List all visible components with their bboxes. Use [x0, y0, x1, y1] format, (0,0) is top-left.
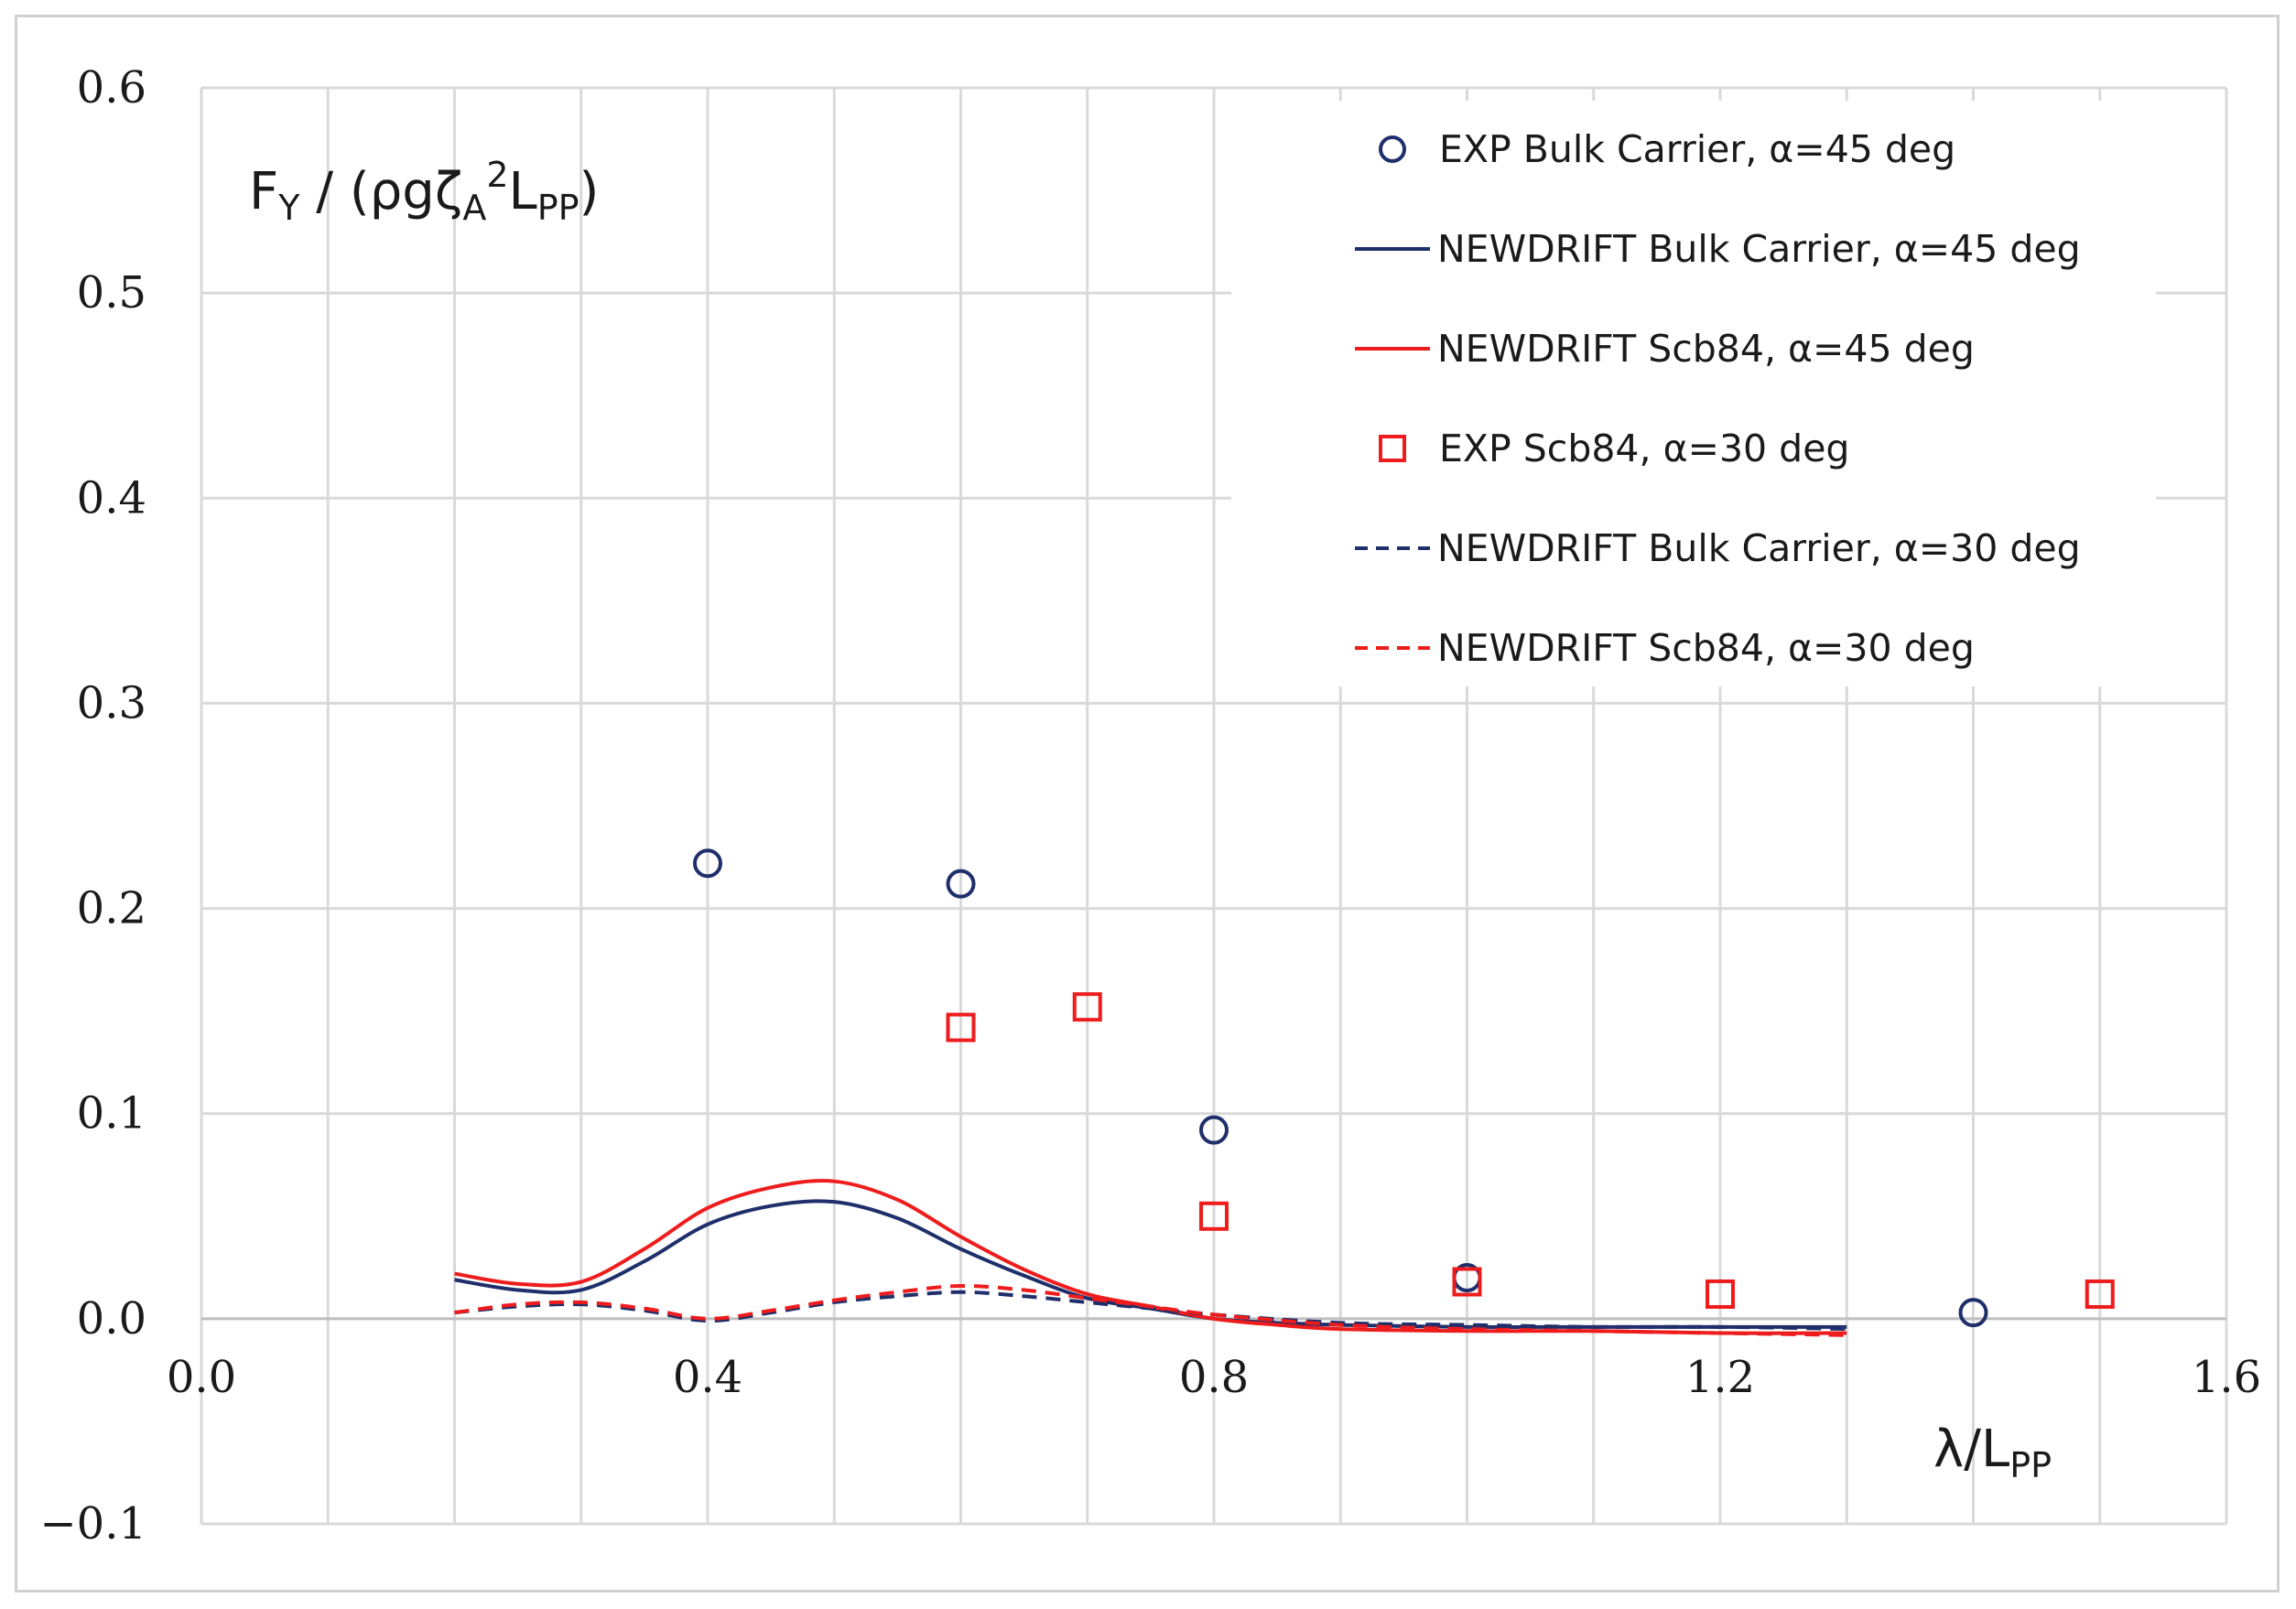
legend-label: NEWDRIFT Scb84, α=30 deg	[1437, 626, 1975, 670]
series-line	[454, 1290, 1847, 1332]
tick-labels: 0.6 0.5 0.4 0.3 0.2 0.1 0.0 −0.1 0.0 0.4 0.8 1.2 1.6	[39, 62, 2261, 1550]
legend-square-marker	[1379, 435, 1406, 462]
y-title-sub2: A	[462, 188, 486, 228]
y-tick-label: 0.3	[77, 677, 146, 729]
y-title-sup: 2	[486, 155, 508, 195]
legend-box	[1231, 101, 2156, 686]
x-tick-label: 1.2	[1685, 1352, 1755, 1403]
series-layer	[454, 848, 2115, 1337]
series-4	[454, 1290, 1847, 1332]
data-point-circle	[693, 848, 722, 879]
y-title-close: )	[579, 162, 600, 221]
y-title-sub: Y	[277, 188, 300, 228]
x-tick-label: 0.8	[1179, 1352, 1249, 1403]
series-3	[946, 992, 2115, 1309]
legend-entry: EXP Scb84, α=30 deg	[1379, 427, 1849, 470]
y-title-sub3: PP	[537, 188, 579, 228]
data-point-square	[946, 1012, 976, 1042]
legend-entry: NEWDRIFT Scb84, α=45 deg	[1355, 327, 1975, 371]
y-title-rest: / (ρgζ	[299, 162, 462, 221]
legend-entry: NEWDRIFT Bulk Carrier, α=30 deg	[1355, 526, 2081, 570]
data-point-square	[1452, 1267, 1482, 1297]
legend-label: NEWDRIFT Bulk Carrier, α=30 deg	[1437, 526, 2081, 570]
legend: EXP Bulk Carrier, α=45 deg NEWDRIFT Bulk …	[1355, 127, 2081, 670]
series-line	[454, 1283, 1847, 1337]
y-title-main: F	[249, 162, 278, 221]
legend-entry: NEWDRIFT Scb84, α=30 deg	[1355, 626, 1975, 670]
series-line	[454, 1179, 1847, 1335]
data-point-square	[1199, 1201, 1229, 1231]
legend-entry: EXP Bulk Carrier, α=45 deg	[1379, 127, 1955, 171]
x-title-sub: PP	[2009, 1445, 2052, 1485]
legend-circle-marker	[1379, 135, 1406, 163]
x-title-main: λ/L	[1933, 1420, 2009, 1479]
x-tick-label: 1.6	[2192, 1352, 2261, 1403]
x-tick-label: 0.0	[167, 1352, 236, 1403]
y-tick-label: 0.4	[77, 472, 146, 524]
x-axis-title: λ/LPP	[1933, 1420, 2052, 1485]
y-tick-label: 0.6	[77, 62, 146, 113]
y-tick-label: 0.1	[77, 1088, 146, 1139]
y-title-rest2: L	[509, 162, 537, 221]
legend-background	[1231, 101, 2156, 686]
data-point-circle	[946, 869, 976, 899]
legend-entry: NEWDRIFT Bulk Carrier, α=45 deg	[1355, 227, 2081, 271]
series-5	[454, 1283, 1847, 1337]
x-tick-label: 0.4	[673, 1352, 742, 1403]
data-point-circle	[1958, 1298, 1988, 1328]
legend-label: NEWDRIFT Scb84, α=45 deg	[1437, 327, 1975, 371]
series-2	[454, 1179, 1847, 1335]
legend-label: EXP Bulk Carrier, α=45 deg	[1439, 127, 1955, 171]
y-tick-label: 0.2	[77, 883, 146, 934]
data-point-square	[1072, 992, 1102, 1022]
legend-label: NEWDRIFT Bulk Carrier, α=45 deg	[1437, 227, 2081, 271]
legend-label: EXP Scb84, α=30 deg	[1439, 427, 1849, 470]
y-tick-label: −0.1	[39, 1498, 146, 1550]
data-point-square	[1706, 1279, 1735, 1309]
y-axis-title: FY / (ρgζA2LPP)	[249, 155, 599, 228]
y-tick-label: 0.0	[77, 1293, 146, 1344]
series-0	[693, 848, 1988, 1328]
data-point-square	[2085, 1279, 2115, 1309]
y-tick-label: 0.5	[77, 267, 146, 319]
data-point-circle	[1199, 1115, 1229, 1145]
